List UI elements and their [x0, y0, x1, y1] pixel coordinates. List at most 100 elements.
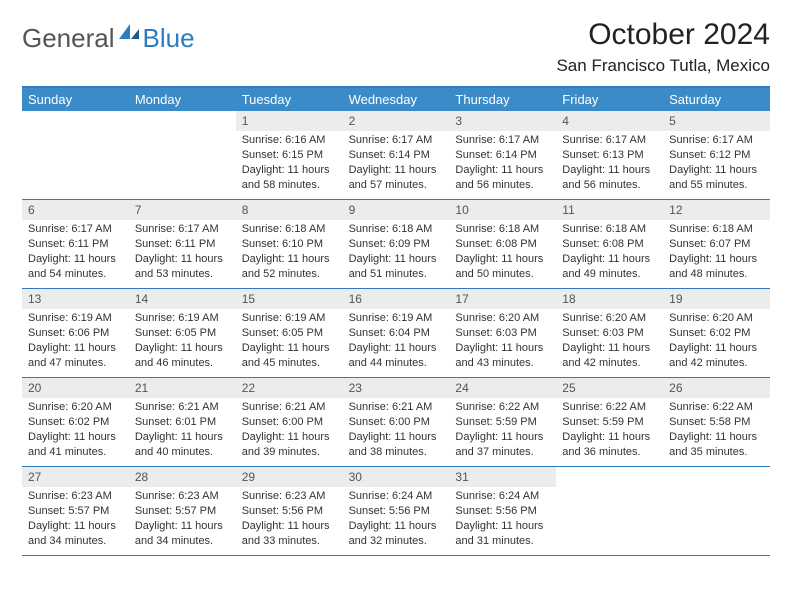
day-cell: 29Sunrise: 6:23 AMSunset: 5:56 PMDayligh…	[236, 467, 343, 555]
sunset-line: Sunset: 6:07 PM	[669, 237, 764, 252]
day-cell: 28Sunrise: 6:23 AMSunset: 5:57 PMDayligh…	[129, 467, 236, 555]
sunrise-line: Sunrise: 6:22 AM	[455, 400, 550, 415]
title-block: October 2024 San Francisco Tutla, Mexico	[556, 18, 770, 76]
day-cell: 31Sunrise: 6:24 AMSunset: 5:56 PMDayligh…	[449, 467, 556, 555]
daylight-line: Daylight: 11 hours and 44 minutes.	[349, 341, 444, 371]
sunset-line: Sunset: 5:59 PM	[455, 415, 550, 430]
sunset-line: Sunset: 5:56 PM	[455, 504, 550, 519]
day-number: 22	[236, 378, 343, 398]
day-number: 30	[343, 467, 450, 487]
day-info: Sunrise: 6:18 AMSunset: 6:08 PMDaylight:…	[556, 220, 663, 285]
day-cell: 13Sunrise: 6:19 AMSunset: 6:06 PMDayligh…	[22, 289, 129, 377]
day-info: Sunrise: 6:20 AMSunset: 6:03 PMDaylight:…	[449, 309, 556, 374]
day-info: Sunrise: 6:18 AMSunset: 6:07 PMDaylight:…	[663, 220, 770, 285]
day-header: Friday	[556, 88, 663, 111]
day-info: Sunrise: 6:21 AMSunset: 6:01 PMDaylight:…	[129, 398, 236, 463]
day-info: Sunrise: 6:17 AMSunset: 6:13 PMDaylight:…	[556, 131, 663, 196]
daylight-line: Daylight: 11 hours and 56 minutes.	[455, 163, 550, 193]
sunrise-line: Sunrise: 6:24 AM	[455, 489, 550, 504]
sunrise-line: Sunrise: 6:18 AM	[562, 222, 657, 237]
day-cell: 3Sunrise: 6:17 AMSunset: 6:14 PMDaylight…	[449, 111, 556, 199]
week-row: 1Sunrise: 6:16 AMSunset: 6:15 PMDaylight…	[22, 111, 770, 200]
daylight-line: Daylight: 11 hours and 48 minutes.	[669, 252, 764, 282]
empty-cell	[663, 467, 770, 555]
day-number: 6	[22, 200, 129, 220]
sunrise-line: Sunrise: 6:24 AM	[349, 489, 444, 504]
day-header: Tuesday	[236, 88, 343, 111]
day-number: 21	[129, 378, 236, 398]
sunset-line: Sunset: 6:04 PM	[349, 326, 444, 341]
daylight-line: Daylight: 11 hours and 51 minutes.	[349, 252, 444, 282]
sunrise-line: Sunrise: 6:23 AM	[242, 489, 337, 504]
sunset-line: Sunset: 5:57 PM	[28, 504, 123, 519]
daylight-line: Daylight: 11 hours and 58 minutes.	[242, 163, 337, 193]
week-row: 27Sunrise: 6:23 AMSunset: 5:57 PMDayligh…	[22, 467, 770, 556]
daylight-line: Daylight: 11 hours and 35 minutes.	[669, 430, 764, 460]
daylight-line: Daylight: 11 hours and 55 minutes.	[669, 163, 764, 193]
day-number: 12	[663, 200, 770, 220]
day-cell: 12Sunrise: 6:18 AMSunset: 6:07 PMDayligh…	[663, 200, 770, 288]
sunset-line: Sunset: 6:15 PM	[242, 148, 337, 163]
day-number: 16	[343, 289, 450, 309]
sunrise-line: Sunrise: 6:17 AM	[135, 222, 230, 237]
day-header: Wednesday	[343, 88, 450, 111]
sunrise-line: Sunrise: 6:20 AM	[669, 311, 764, 326]
day-cell: 1Sunrise: 6:16 AMSunset: 6:15 PMDaylight…	[236, 111, 343, 199]
sunrise-line: Sunrise: 6:17 AM	[562, 133, 657, 148]
week-row: 20Sunrise: 6:20 AMSunset: 6:02 PMDayligh…	[22, 378, 770, 467]
day-number: 27	[22, 467, 129, 487]
day-cell: 6Sunrise: 6:17 AMSunset: 6:11 PMDaylight…	[22, 200, 129, 288]
day-cell: 30Sunrise: 6:24 AMSunset: 5:56 PMDayligh…	[343, 467, 450, 555]
day-cell: 26Sunrise: 6:22 AMSunset: 5:58 PMDayligh…	[663, 378, 770, 466]
sunrise-line: Sunrise: 6:20 AM	[28, 400, 123, 415]
day-cell: 20Sunrise: 6:20 AMSunset: 6:02 PMDayligh…	[22, 378, 129, 466]
day-cell: 11Sunrise: 6:18 AMSunset: 6:08 PMDayligh…	[556, 200, 663, 288]
daylight-line: Daylight: 11 hours and 34 minutes.	[28, 519, 123, 549]
day-cell: 19Sunrise: 6:20 AMSunset: 6:02 PMDayligh…	[663, 289, 770, 377]
day-info: Sunrise: 6:23 AMSunset: 5:57 PMDaylight:…	[129, 487, 236, 552]
day-cell: 22Sunrise: 6:21 AMSunset: 6:00 PMDayligh…	[236, 378, 343, 466]
day-cell: 23Sunrise: 6:21 AMSunset: 6:00 PMDayligh…	[343, 378, 450, 466]
day-cell: 9Sunrise: 6:18 AMSunset: 6:09 PMDaylight…	[343, 200, 450, 288]
logo: General Blue	[22, 22, 195, 55]
month-title: October 2024	[556, 18, 770, 52]
daylight-line: Daylight: 11 hours and 50 minutes.	[455, 252, 550, 282]
day-info: Sunrise: 6:19 AMSunset: 6:04 PMDaylight:…	[343, 309, 450, 374]
empty-cell	[129, 111, 236, 199]
daylight-line: Daylight: 11 hours and 38 minutes.	[349, 430, 444, 460]
sunset-line: Sunset: 6:01 PM	[135, 415, 230, 430]
day-cell: 14Sunrise: 6:19 AMSunset: 6:05 PMDayligh…	[129, 289, 236, 377]
daylight-line: Daylight: 11 hours and 52 minutes.	[242, 252, 337, 282]
daylight-line: Daylight: 11 hours and 42 minutes.	[562, 341, 657, 371]
day-cell: 5Sunrise: 6:17 AMSunset: 6:12 PMDaylight…	[663, 111, 770, 199]
sunset-line: Sunset: 6:11 PM	[135, 237, 230, 252]
sunrise-line: Sunrise: 6:18 AM	[242, 222, 337, 237]
week-row: 6Sunrise: 6:17 AMSunset: 6:11 PMDaylight…	[22, 200, 770, 289]
day-number: 7	[129, 200, 236, 220]
sunrise-line: Sunrise: 6:23 AM	[135, 489, 230, 504]
day-info: Sunrise: 6:21 AMSunset: 6:00 PMDaylight:…	[343, 398, 450, 463]
day-info: Sunrise: 6:22 AMSunset: 5:58 PMDaylight:…	[663, 398, 770, 463]
day-cell: 4Sunrise: 6:17 AMSunset: 6:13 PMDaylight…	[556, 111, 663, 199]
sunset-line: Sunset: 6:11 PM	[28, 237, 123, 252]
day-number: 8	[236, 200, 343, 220]
sunset-line: Sunset: 6:12 PM	[669, 148, 764, 163]
day-cell: 16Sunrise: 6:19 AMSunset: 6:04 PMDayligh…	[343, 289, 450, 377]
sunset-line: Sunset: 6:02 PM	[669, 326, 764, 341]
empty-cell	[22, 111, 129, 199]
daylight-line: Daylight: 11 hours and 40 minutes.	[135, 430, 230, 460]
sunset-line: Sunset: 6:03 PM	[455, 326, 550, 341]
day-number: 25	[556, 378, 663, 398]
daylight-line: Daylight: 11 hours and 43 minutes.	[455, 341, 550, 371]
sunset-line: Sunset: 6:05 PM	[135, 326, 230, 341]
logo-text-general: General	[22, 23, 115, 54]
sunrise-line: Sunrise: 6:21 AM	[349, 400, 444, 415]
day-number: 23	[343, 378, 450, 398]
day-cell: 27Sunrise: 6:23 AMSunset: 5:57 PMDayligh…	[22, 467, 129, 555]
day-cell: 18Sunrise: 6:20 AMSunset: 6:03 PMDayligh…	[556, 289, 663, 377]
location: San Francisco Tutla, Mexico	[556, 56, 770, 76]
day-cell: 10Sunrise: 6:18 AMSunset: 6:08 PMDayligh…	[449, 200, 556, 288]
day-info: Sunrise: 6:24 AMSunset: 5:56 PMDaylight:…	[449, 487, 556, 552]
day-info: Sunrise: 6:16 AMSunset: 6:15 PMDaylight:…	[236, 131, 343, 196]
logo-sail-icon	[119, 22, 141, 45]
